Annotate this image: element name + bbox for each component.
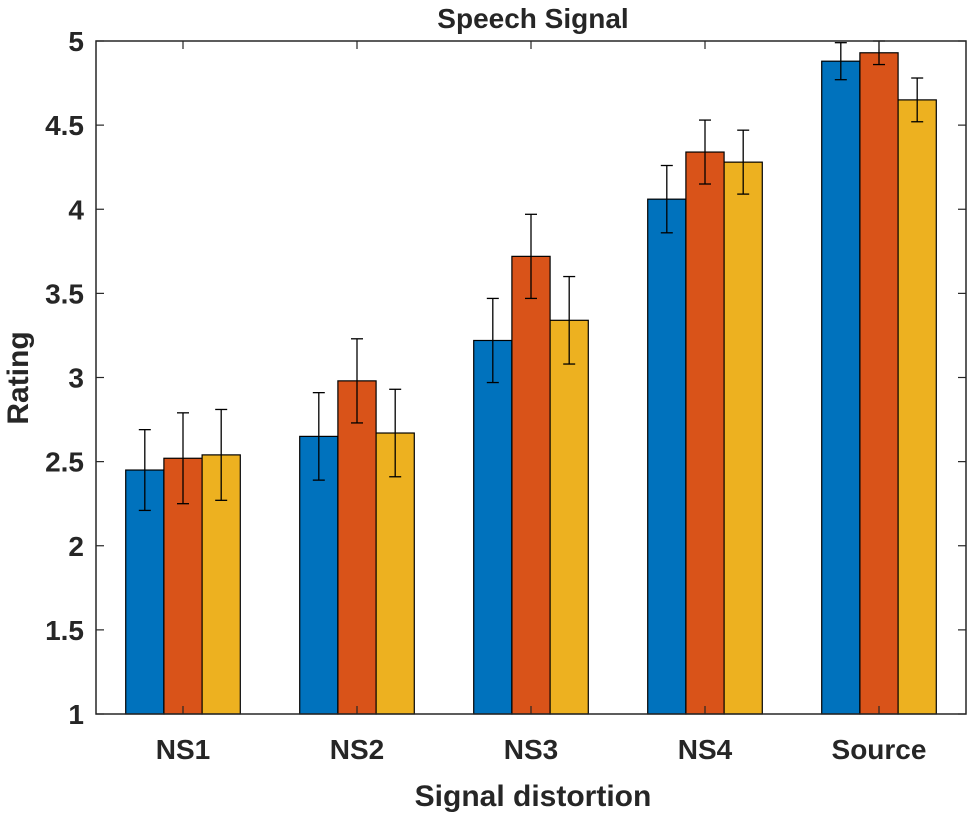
errorbar-source-series-1 <box>834 42 847 81</box>
bar-ns3-series-2 <box>511 255 551 715</box>
bar-source-series-1 <box>821 60 861 715</box>
errorbar-ns3-series-2 <box>525 213 537 300</box>
errorbar-ns1-series-3 <box>215 408 228 501</box>
x-tick-label-ns2: NS2 <box>330 734 384 765</box>
bar-ns4-series-1 <box>647 198 687 715</box>
y-tick-label: 2 <box>68 531 84 562</box>
y-tick-label: 4 <box>68 194 84 225</box>
bar-source-series-2 <box>859 52 899 715</box>
y-tick-label: 1 <box>68 699 84 730</box>
y-tick-label: 5 <box>68 26 84 57</box>
bar-ns3-series-1 <box>473 339 513 715</box>
errorbars-layer <box>138 40 924 512</box>
errorbar-ns2-series-3 <box>389 388 402 478</box>
errorbar-ns2-series-2 <box>351 338 363 424</box>
y-tick-label: 2.5 <box>45 447 84 478</box>
errorbar-ns1-series-1 <box>138 429 151 512</box>
errorbar-ns1-series-2 <box>177 412 189 505</box>
errorbar-ns3-series-1 <box>486 297 499 384</box>
y-axis: 1 1.5 2 2.5 3 3.5 4 4.5 5 <box>45 26 966 730</box>
bar-ns4-series-2 <box>685 151 725 715</box>
x-tick-label-source: Source <box>832 734 927 765</box>
x-axis: NS1 NS2 NS3 NS4 Source <box>156 41 927 765</box>
errorbar-ns4-series-3 <box>737 129 750 195</box>
errorbar-ns2-series-1 <box>312 391 325 481</box>
errorbar-ns4-series-2 <box>699 119 711 185</box>
errorbar-ns4-series-1 <box>660 164 673 234</box>
bar-ns4-series-3 <box>723 161 763 715</box>
bar-ns2-series-2 <box>337 380 377 715</box>
y-tick-label: 3.5 <box>45 278 84 309</box>
errorbar-ns3-series-3 <box>563 275 576 365</box>
x-tick-label-ns3: NS3 <box>504 734 558 765</box>
bar-ns3-series-3 <box>549 319 589 715</box>
y-tick-label: 4.5 <box>45 110 84 141</box>
errorbar-source-series-3 <box>911 77 924 123</box>
y-tick-label: 3 <box>68 363 84 394</box>
bars-layer <box>125 52 937 715</box>
y-axis-label: Rating <box>2 331 35 424</box>
y-tick-label: 1.5 <box>45 615 84 646</box>
x-tick-label-ns1: NS1 <box>156 734 210 765</box>
chart-title: Speech Signal <box>437 3 628 34</box>
bar-source-series-3 <box>897 99 937 715</box>
x-axis-label: Signal distortion <box>415 780 652 813</box>
x-tick-label-ns4: NS4 <box>678 734 733 765</box>
